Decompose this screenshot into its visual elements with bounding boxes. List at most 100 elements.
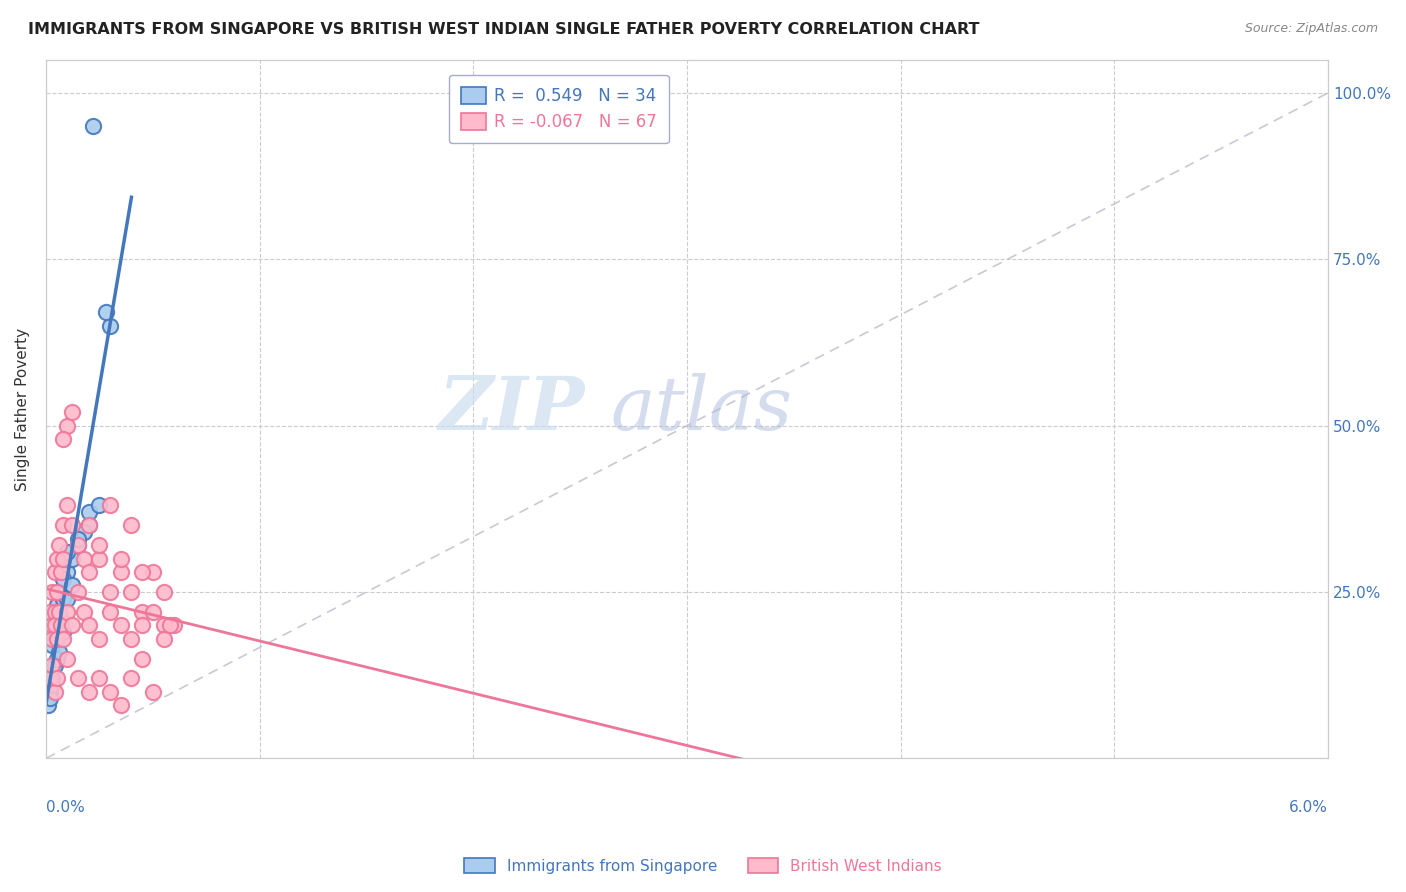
Point [142, 565, 165, 579]
Point [52, 632, 75, 646]
Point [45, 611, 67, 625]
Point [52, 624, 75, 639]
Point [66, 585, 89, 599]
Point [131, 651, 153, 665]
Point [82, 119, 104, 133]
Point [44, 565, 66, 579]
Point [52, 432, 75, 446]
Point [94, 305, 117, 319]
Point [41, 658, 63, 673]
Point [120, 632, 142, 646]
Point [45, 632, 67, 646]
Legend: Immigrants from Singapore, British West Indians: Immigrants from Singapore, British West … [458, 852, 948, 880]
Point [131, 618, 153, 632]
Point [45, 551, 67, 566]
Point [44, 632, 66, 646]
Point [98, 318, 121, 333]
Point [56, 605, 79, 619]
Point [44, 605, 66, 619]
Point [45, 599, 67, 613]
Point [44, 605, 66, 619]
Point [49, 618, 72, 632]
Point [39, 685, 62, 699]
Point [56, 545, 79, 559]
Point [56, 499, 79, 513]
Point [98, 685, 121, 699]
Point [56, 591, 79, 606]
Point [41, 632, 63, 646]
Point [152, 585, 174, 599]
Point [39, 691, 62, 706]
Point [142, 685, 165, 699]
Point [77, 518, 100, 533]
Point [45, 585, 67, 599]
Point [77, 565, 100, 579]
Point [73, 605, 96, 619]
Point [152, 632, 174, 646]
Point [56, 565, 79, 579]
Point [77, 618, 100, 632]
Point [48, 585, 70, 599]
Point [44, 658, 66, 673]
Point [73, 551, 96, 566]
Text: IMMIGRANTS FROM SINGAPORE VS BRITISH WEST INDIAN SINGLE FATHER POVERTY CORRELATI: IMMIGRANTS FROM SINGAPORE VS BRITISH WES… [28, 22, 980, 37]
Point [159, 618, 181, 632]
Point [37, 698, 59, 712]
Point [44, 685, 66, 699]
Point [60, 518, 83, 533]
Point [52, 591, 75, 606]
Point [52, 551, 75, 566]
Point [110, 618, 132, 632]
Point [131, 605, 153, 619]
Point [39, 605, 62, 619]
Point [60, 578, 83, 592]
Point [41, 672, 63, 686]
Point [98, 605, 121, 619]
Text: Source: ZipAtlas.com: Source: ZipAtlas.com [1244, 22, 1378, 36]
Point [49, 611, 72, 625]
Point [60, 405, 83, 419]
Point [41, 638, 63, 652]
Point [41, 618, 63, 632]
Point [52, 518, 75, 533]
Point [98, 585, 121, 599]
Point [77, 685, 100, 699]
Point [120, 672, 142, 686]
Point [48, 538, 70, 552]
Point [131, 565, 153, 579]
Point [73, 525, 96, 540]
Text: 0.0%: 0.0% [46, 800, 84, 815]
Point [56, 651, 79, 665]
Legend: R =  0.549   N = 34, R = -0.067   N = 67: R = 0.549 N = 34, R = -0.067 N = 67 [449, 75, 668, 143]
Point [89, 632, 111, 646]
Y-axis label: Single Father Poverty: Single Father Poverty [15, 327, 30, 491]
Point [89, 499, 111, 513]
Point [48, 645, 70, 659]
Point [77, 518, 100, 533]
Point [89, 538, 111, 552]
Point [60, 618, 83, 632]
Point [66, 672, 89, 686]
Point [110, 551, 132, 566]
Point [41, 624, 63, 639]
Point [39, 672, 62, 686]
Point [163, 618, 186, 632]
Point [66, 532, 89, 546]
Text: atlas: atlas [610, 373, 792, 445]
Point [56, 418, 79, 433]
Point [77, 505, 100, 519]
Point [48, 618, 70, 632]
Text: 6.0%: 6.0% [1289, 800, 1329, 815]
Point [120, 585, 142, 599]
Point [45, 672, 67, 686]
Point [48, 605, 70, 619]
Point [98, 499, 121, 513]
Point [60, 551, 83, 566]
Text: ZIP: ZIP [439, 373, 585, 445]
Point [45, 651, 67, 665]
Point [89, 672, 111, 686]
Point [52, 572, 75, 586]
Point [120, 518, 142, 533]
Point [110, 698, 132, 712]
Point [66, 538, 89, 552]
